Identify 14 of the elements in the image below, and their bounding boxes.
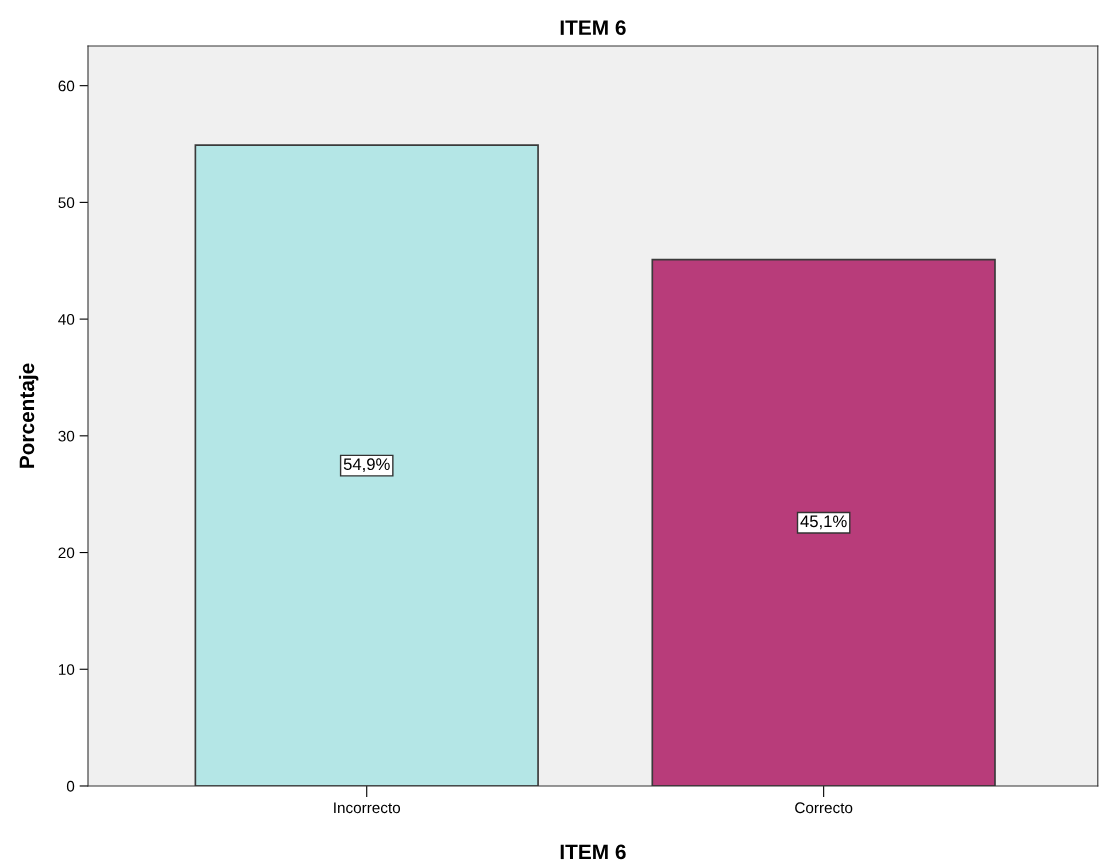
y-tick-label: 40 xyxy=(58,313,75,325)
y-axis-title: Porcentaje xyxy=(18,363,39,468)
data-label: 54,9% xyxy=(343,458,390,473)
y-tick-label: 0 xyxy=(66,780,75,792)
data-label: 45,1% xyxy=(800,515,847,530)
y-tick-label: 10 xyxy=(58,664,75,675)
y-tick-label: 50 xyxy=(58,197,75,209)
x-axis-title: ITEM 6 xyxy=(560,844,626,860)
x-tick-label: Incorrecto xyxy=(334,802,401,814)
chart-title: ITEM 6 xyxy=(560,20,626,36)
y-tick-label: 20 xyxy=(58,547,75,559)
y-tick-label: 30 xyxy=(58,430,75,442)
x-tick-label: Correcto xyxy=(795,802,853,814)
y-tick-label: 60 xyxy=(58,80,75,92)
